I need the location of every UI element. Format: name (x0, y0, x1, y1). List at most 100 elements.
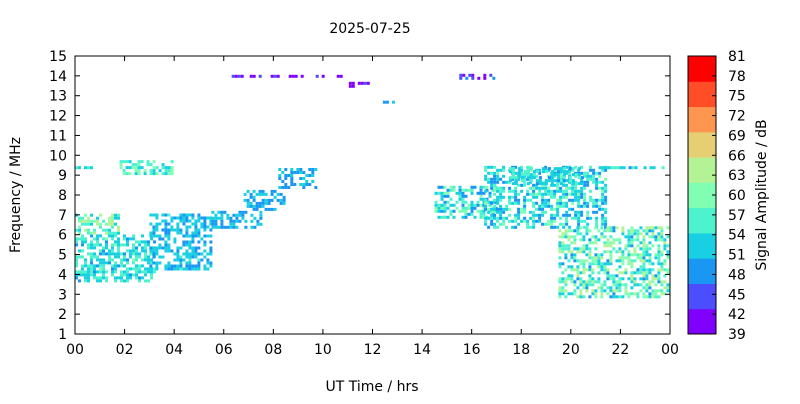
signal-point (636, 232, 640, 236)
signal-point (600, 265, 604, 269)
signal-point (576, 277, 580, 281)
signal-point (529, 186, 533, 190)
signal-point (574, 198, 578, 202)
signal-point (601, 198, 605, 202)
signal-point (93, 267, 96, 271)
signal-point (523, 219, 527, 223)
signal-point (226, 213, 230, 217)
signal-point (132, 249, 135, 253)
signal-point (84, 270, 87, 274)
signal-point (553, 179, 557, 183)
signal-point (209, 261, 213, 265)
signal-point (261, 204, 265, 208)
signal-point (502, 174, 506, 178)
signal-point (556, 213, 560, 217)
signal-point (529, 216, 533, 220)
signal-point (84, 276, 87, 280)
signal-point (595, 183, 599, 187)
signal-point (595, 210, 599, 214)
signal-point (538, 192, 542, 196)
signal-point (535, 195, 539, 199)
signal-point (167, 166, 171, 170)
signal-point (191, 249, 195, 253)
signal-point (434, 191, 438, 195)
signal-point (511, 176, 515, 180)
signal-point (249, 195, 253, 199)
signal-point (102, 249, 105, 253)
signal-point (550, 219, 554, 223)
signal-point (585, 229, 589, 233)
signal-point (517, 213, 521, 217)
signal-point (167, 172, 171, 176)
signal-point (505, 216, 509, 220)
signal-point (657, 244, 661, 248)
signal-point (150, 270, 153, 274)
signal-point (645, 295, 649, 299)
signal-point (564, 235, 568, 239)
signal-point (452, 209, 456, 213)
signal-point (529, 225, 533, 229)
signal-point (188, 267, 192, 271)
signal-point (570, 277, 574, 281)
data-layer (75, 73, 670, 299)
signal-point (179, 246, 183, 250)
signal-point (604, 168, 608, 172)
signal-point (532, 225, 536, 229)
signal-point (624, 244, 628, 248)
signal-point (129, 237, 132, 241)
signal-point (597, 271, 601, 275)
signal-point (117, 216, 120, 220)
signal-point (105, 270, 108, 274)
signal-point (615, 286, 619, 290)
colorbar-tick-label: 66 (728, 148, 746, 164)
signal-point (311, 180, 315, 183)
signal-point (391, 100, 395, 104)
signal-point (532, 201, 536, 205)
signal-point (603, 235, 607, 239)
signal-point (135, 255, 138, 259)
signal-point (270, 198, 274, 202)
signal-point (182, 219, 186, 223)
signal-point (188, 252, 192, 256)
signal-point (185, 264, 189, 268)
signal-point (604, 177, 608, 181)
signal-point (258, 192, 262, 196)
signal-point (520, 219, 524, 223)
signal-point (586, 201, 590, 205)
signal-point (604, 198, 608, 202)
signal-point (639, 226, 643, 230)
signal-point (642, 274, 646, 278)
signal-point (586, 180, 590, 184)
signal-point (568, 186, 572, 190)
signal-point (252, 74, 256, 78)
signal-point (654, 226, 658, 230)
colorbar-band (688, 258, 716, 284)
signal-point (170, 267, 174, 271)
signal-point (496, 177, 500, 181)
signal-point (630, 235, 634, 239)
signal-point (482, 191, 486, 195)
signal-point (523, 174, 527, 178)
signal-point (657, 232, 661, 236)
signal-point (609, 253, 613, 257)
signal-point (493, 225, 497, 229)
signal-point (111, 273, 114, 277)
signal-point (479, 215, 483, 219)
signal-point (562, 179, 566, 183)
signal-point (589, 216, 593, 220)
signal-point (609, 277, 613, 281)
signal-point (108, 228, 111, 232)
signal-point (487, 171, 491, 175)
signal-point (455, 206, 459, 210)
signal-point (601, 216, 605, 220)
signal-point (588, 265, 592, 269)
signal-point (458, 194, 462, 198)
signal-point (164, 213, 168, 217)
signal-point (630, 292, 634, 296)
signal-point (517, 207, 521, 211)
signal-point (577, 176, 581, 180)
signal-point (645, 283, 649, 287)
signal-point (120, 264, 123, 268)
signal-point (577, 198, 581, 202)
